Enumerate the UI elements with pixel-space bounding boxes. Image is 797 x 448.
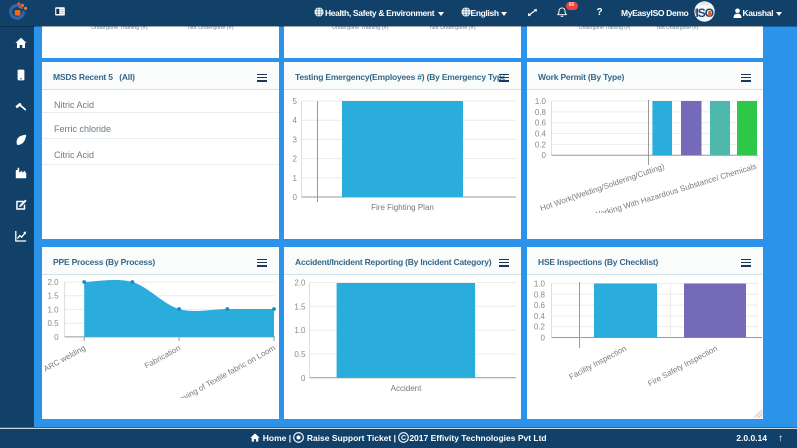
svg-text:0.2: 0.2	[534, 323, 546, 332]
svg-text:1.5: 1.5	[294, 302, 306, 311]
svg-text:4: 4	[293, 116, 298, 125]
svg-text:Fabrication: Fabrication	[143, 343, 182, 370]
svg-text:0: 0	[293, 193, 298, 202]
svg-text:0.4: 0.4	[534, 312, 546, 321]
svg-text:Hot Work(Welding/Soldering/Cut: Hot Work(Welding/Soldering/Cutting)	[539, 162, 666, 213]
svg-text:2: 2	[293, 155, 298, 164]
svg-text:Fire Safety Inspection: Fire Safety Inspection	[646, 344, 719, 388]
svg-text:Accident: Accident	[391, 384, 422, 393]
svg-text:0: 0	[301, 374, 306, 383]
svg-text:1.0: 1.0	[534, 280, 546, 289]
svg-text:1.0: 1.0	[535, 97, 547, 106]
svg-text:1.5: 1.5	[47, 292, 59, 301]
svg-text:0: 0	[542, 151, 547, 160]
svg-text:Facility Inspection: Facility Inspection	[568, 344, 628, 382]
svg-text:ARC welding: ARC welding	[42, 343, 87, 373]
svg-text:0: 0	[541, 334, 546, 343]
svg-text:1.0: 1.0	[294, 326, 306, 335]
svg-text:2.0: 2.0	[294, 279, 306, 288]
svg-text:0.4: 0.4	[535, 130, 547, 139]
svg-text:0.6: 0.6	[534, 301, 546, 310]
svg-text:Working With Hazardous Substan: Working With Hazardous Substance/ Chemic…	[592, 162, 757, 213]
svg-text:0.8: 0.8	[534, 290, 546, 299]
svg-text:C: C	[401, 435, 406, 442]
svg-text:3: 3	[293, 135, 298, 144]
svg-text:1: 1	[293, 174, 298, 183]
svg-text:0.6: 0.6	[535, 119, 547, 128]
svg-text:2.0: 2.0	[47, 278, 59, 287]
svg-text:0.8: 0.8	[535, 108, 547, 117]
svg-text:1.0: 1.0	[47, 305, 59, 314]
svg-text:Fire Fighting Plan: Fire Fighting Plan	[371, 203, 434, 212]
svg-text:5: 5	[293, 97, 298, 106]
svg-text:Weaving of Textile fabric on L: Weaving of Textile fabric on Loom	[168, 343, 277, 398]
svg-text:0: 0	[54, 333, 59, 342]
svg-text:0.5: 0.5	[294, 350, 306, 359]
svg-text:0.2: 0.2	[535, 140, 547, 149]
svg-text:0.5: 0.5	[47, 319, 59, 328]
